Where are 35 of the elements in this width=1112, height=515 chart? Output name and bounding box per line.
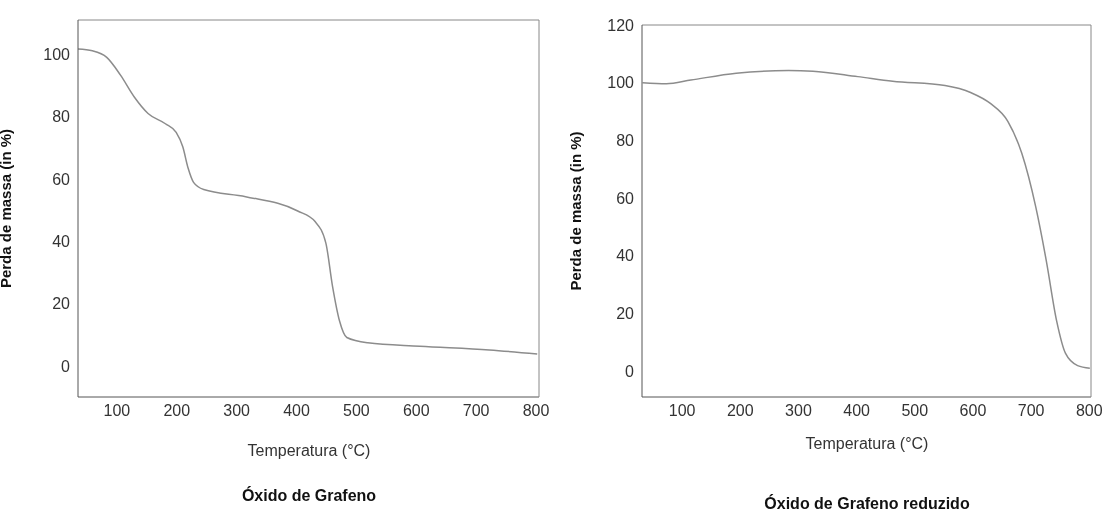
y-tick-label: 20 (616, 305, 635, 323)
y-tick-label: 100 (607, 74, 635, 92)
y-tick-label: 80 (616, 132, 635, 150)
y-tick-label: 60 (616, 189, 635, 207)
x-tick-label: 100 (668, 402, 696, 420)
x-tick-label: 700 (1017, 402, 1045, 420)
y-tick-label: 0 (61, 357, 71, 375)
x-axis-title: Temperatura (°C) (246, 442, 372, 460)
y-tick-label: 20 (52, 295, 71, 313)
y-tick-label: 40 (616, 247, 635, 265)
y-tick-label: 60 (52, 170, 71, 188)
y-tick-label: 100 (43, 45, 71, 63)
text: Óxido de Grafeno reduzido (763, 495, 971, 513)
x-tick-label: 600 (959, 402, 987, 420)
x-tick-label: 300 (785, 402, 812, 420)
y-tick-label: 0 (625, 362, 635, 380)
y-axis-title: Perda de massa (in %) (0, 128, 15, 289)
x-tick-label: 800 (522, 402, 550, 420)
x-tick-label: 300 (223, 402, 251, 420)
x-tick-label: 200 (163, 402, 191, 420)
x-tick-label: 200 (726, 402, 754, 420)
x-tick-label: 400 (843, 402, 871, 420)
y-axis-title: Perda de massa (in %) (567, 131, 585, 291)
x-tick-label: 700 (462, 402, 490, 420)
y-tick-label: 40 (52, 232, 71, 250)
x-tick-label: 500 (343, 402, 370, 420)
y-tick-label: 80 (52, 108, 71, 126)
x-tick-label: 800 (1075, 402, 1103, 420)
x-tick-label: 600 (402, 402, 430, 420)
x-tick-label: 100 (103, 402, 131, 420)
x-tick-label: 400 (283, 402, 310, 420)
x-axis-title: Temperatura (°C) (804, 435, 930, 453)
text: Óxido de Grafeno (240, 487, 378, 505)
y-tick-label: 120 (607, 16, 635, 34)
x-tick-label: 500 (901, 402, 929, 420)
